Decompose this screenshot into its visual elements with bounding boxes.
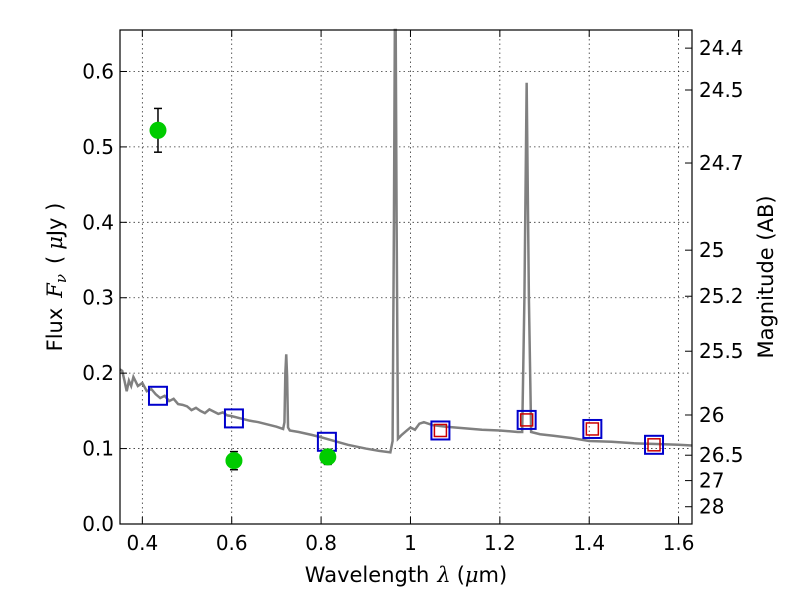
model-point-marker: [516, 409, 537, 430]
model-spectrum-line: [119, 28, 693, 454]
x-tick-label: 1: [404, 531, 417, 555]
plot-frame: [119, 29, 693, 525]
y2-axis-label: Magnitude (AB): [754, 195, 778, 358]
y-axis-label: FluxFν(μJy ): [43, 203, 70, 352]
y2-tick-label: 26.5: [699, 443, 744, 467]
model-nir-point-marker: [519, 413, 534, 427]
y-tick-label: 0.1: [82, 437, 114, 461]
grid-lines: [120, 30, 692, 525]
y2-tick-label: 28: [699, 495, 724, 519]
x-tick-label: 0.6: [216, 531, 248, 555]
model-point-marker: [147, 385, 168, 406]
y2-tick-label: 24.5: [699, 78, 744, 102]
axis-ticks: 0.4 0.6 0.8 1 1.2 1.4 1.6 0.0 0.1 0.2 0.3 0.4 0.5 0.6…: [82, 30, 744, 555]
model-nir-point-marker: [647, 438, 661, 452]
y-tick-label: 0.6: [82, 59, 114, 83]
y2-tick-label: 24.4: [699, 36, 744, 60]
model-point-marker: [430, 420, 451, 441]
observed-point-marker: [319, 448, 337, 466]
model-point-marker: [644, 434, 665, 455]
model-point-marker: [223, 408, 244, 429]
x-tick-label: 1.4: [573, 531, 605, 555]
x-tick-label: 0.8: [305, 531, 337, 555]
model-photometry-markers: [147, 385, 665, 455]
x-axis-label: Wavelength λ (μm): [305, 563, 507, 587]
y-tick-label: 0.0: [82, 512, 114, 536]
y-tick-label: 0.2: [82, 361, 114, 385]
y2-tick-label: 26: [699, 403, 724, 427]
y-tick-label: 0.4: [82, 210, 114, 234]
model-point-marker: [582, 418, 603, 439]
y-tick-label: 0.5: [82, 135, 114, 159]
observed-point-marker: [149, 121, 167, 139]
y2-tick-label: 25.5: [699, 339, 744, 363]
y-tick-label: 0.3: [82, 286, 114, 310]
observed-photometry-markers: [149, 107, 337, 471]
y2-tick-label: 27: [699, 469, 724, 493]
x-tick-label: 1.2: [484, 531, 516, 555]
observed-point-marker: [225, 452, 243, 470]
y2-tick-label: 25.2: [699, 284, 744, 308]
model-nir-point-marker: [585, 422, 600, 436]
y2-tick-label: 25: [699, 238, 724, 262]
y2-tick-label: 24.7: [699, 151, 744, 175]
x-tick-label: 1.6: [663, 531, 695, 555]
model-nir-point-marker: [433, 423, 448, 438]
x-tick-label: 0.4: [126, 531, 158, 555]
spectrum-series: [119, 28, 693, 454]
